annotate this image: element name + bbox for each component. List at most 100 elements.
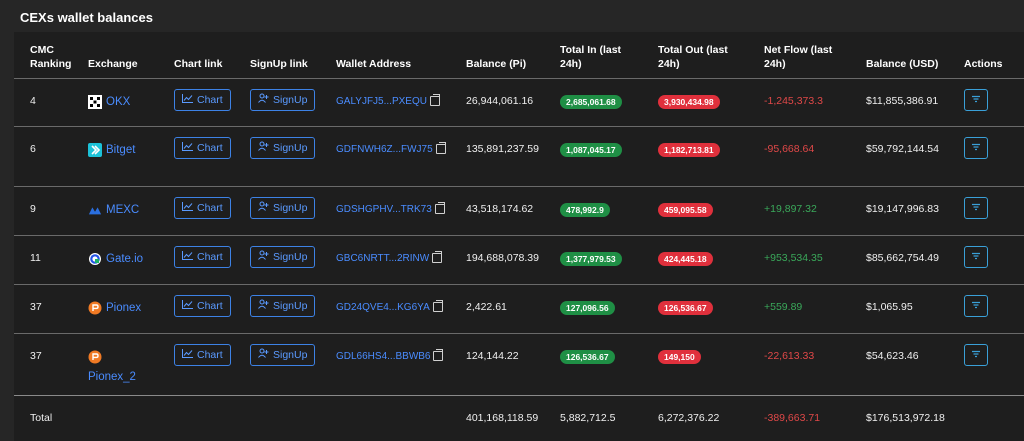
net-flow-cell: +19,897.32 [764,185,866,235]
total-out: 6,272,376.22 [658,394,764,435]
actions-menu-button[interactable] [964,196,988,219]
chart-button-label: Chart [197,250,223,263]
signup-button[interactable]: SignUp [250,294,316,317]
rank-cell: 4 [14,77,88,126]
total-net-flow: -389,663.71 [764,394,866,435]
filter-icon [971,251,981,263]
actions-cell [964,77,1024,126]
signup-link-cell: SignUp [250,234,336,284]
table-row: 11 Gate.io Chart SignUp GBC6NRTT...2RINW [14,234,1024,284]
total-out-badge: 1,182,713.81 [658,142,720,157]
chart-button[interactable]: Chart [174,245,231,268]
line-chart-icon [182,141,193,154]
exchange-link[interactable]: MEXC [88,203,174,217]
wallet-address-link[interactable]: GBC6NRTT...2RINW [336,251,443,264]
chart-link-cell: Chart [174,77,250,126]
col-header-total-in: Total In (last 24h) [560,43,622,70]
col-header-chart: Chart link [174,57,223,70]
signup-button[interactable]: SignUp [250,88,316,111]
col-header-exchange: Exchange [88,57,138,70]
wallet-cell: GDSHGPHV...TRK73 [336,185,466,235]
actions-cell [964,234,1024,284]
total-in-badge: 2,685,061.68 [560,94,622,109]
rank-cell: 6 [14,125,88,186]
signup-button-label: SignUp [273,141,308,154]
rank-cell: 9 [14,185,88,235]
chart-link-cell: Chart [174,125,250,186]
rank-cell: 11 [14,234,88,284]
signup-button[interactable]: SignUp [250,136,316,159]
net-flow-cell: +953,534.35 [764,234,866,284]
chart-button[interactable]: Chart [174,343,231,366]
add-user-icon [258,201,269,214]
col-header-total-out: Total Out (last 24h) [658,43,728,70]
total-in: 5,882,712.5 [560,394,658,435]
copy-icon[interactable] [434,202,445,214]
exchange-name: MEXC [106,203,140,216]
total-out-badge: 459,095.58 [658,202,713,217]
chart-button[interactable]: Chart [174,136,231,159]
total-out-badge: 3,930,434.98 [658,94,720,109]
chart-button[interactable]: Chart [174,294,231,317]
wallet-address-link[interactable]: GALYJFJ5...PXEQU [336,94,440,107]
total-in-badge: 126,536.67 [560,349,615,364]
wallet-address-link[interactable]: GD24QVE4...KG6YA [336,300,443,313]
balance-usd-cell: $59,792,144.54 [866,125,964,186]
actions-cell [964,332,1024,395]
signup-button[interactable]: SignUp [250,245,316,268]
exchange-link[interactable]: Bitget [88,142,174,157]
total-out-badge: 424,445.18 [658,251,713,266]
total-in-cell: 1,087,045.17 [560,125,658,186]
signup-link-cell: SignUp [250,125,336,186]
actions-menu-button[interactable] [964,88,988,111]
chart-button[interactable]: Chart [174,88,231,111]
balance-usd-cell: $11,855,386.91 [866,77,964,126]
exchange-link[interactable]: OKX [88,94,174,109]
net-flow-cell: +559.89 [764,283,866,333]
line-chart-icon [182,348,193,361]
exchange-link[interactable]: Pionex [88,301,174,315]
actions-menu-button[interactable] [964,245,988,268]
chart-link-cell: Chart [174,185,250,235]
exchange-link[interactable]: Pionex_2 [88,350,174,383]
balance-pi-cell: 43,518,174.62 [466,185,560,235]
total-out-badge: 149,150 [658,349,701,364]
copy-icon[interactable] [432,300,443,312]
total-in-cell: 2,685,061.68 [560,77,658,126]
balance-pi-cell: 194,688,078.39 [466,234,560,284]
wallet-address-link[interactable]: GDSHGPHV...TRK73 [336,202,445,215]
wallet-address-link[interactable]: GDFNWH6Z...FWJ75 [336,142,446,155]
wallet-address: GD24QVE4...KG6YA [336,301,430,313]
chart-link-cell: Chart [174,332,250,395]
filter-icon [971,94,981,106]
table-row: 37 Pionex_2 Chart SignUp GDL66HS4...BBWB… [14,332,1024,395]
copy-icon[interactable] [435,142,446,154]
wallet-address: GDL66HS4...BBWB6 [336,350,431,362]
copy-icon[interactable] [429,94,440,106]
line-chart-icon [182,250,193,263]
exchange-name: Pionex [106,301,142,314]
actions-menu-button[interactable] [964,294,988,317]
exchange-name: OKX [106,95,131,108]
exchange-cell: MEXC [88,185,174,235]
total-out-cell: 459,095.58 [658,185,764,235]
wallet-address-link[interactable]: GDL66HS4...BBWB6 [336,349,444,362]
wallet-address: GDFNWH6Z...FWJ75 [336,143,433,155]
bitget-logo-icon [88,142,102,157]
exchange-cell: Gate.io [88,234,174,284]
signup-button-label: SignUp [273,93,308,106]
col-header-signup: SignUp link [250,57,308,70]
signup-button[interactable]: SignUp [250,196,316,219]
actions-menu-button[interactable] [964,343,988,366]
copy-icon[interactable] [432,251,443,263]
signup-button[interactable]: SignUp [250,343,316,366]
gateio-logo-icon [88,252,102,266]
exchange-link[interactable]: Gate.io [88,252,174,266]
chart-button-label: Chart [197,299,223,312]
copy-icon[interactable] [433,349,444,361]
chart-button[interactable]: Chart [174,196,231,219]
actions-menu-button[interactable] [964,136,988,159]
total-in-badge: 478,992.9 [560,202,610,217]
col-header-balance-pi: Balance (Pi) [466,57,527,70]
total-row: Total 401,168,118.59 5,882,712.5 6,272,3… [14,394,1024,435]
